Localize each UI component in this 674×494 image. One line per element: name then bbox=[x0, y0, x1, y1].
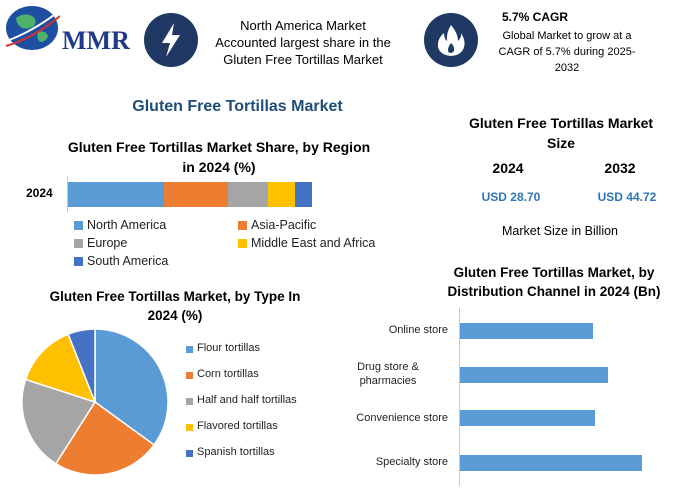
channel-label-drug-store: Drug store & pharmacies bbox=[357, 361, 419, 387]
market-size-year-2032: 2032 bbox=[604, 160, 636, 176]
region-axis-line bbox=[67, 176, 68, 212]
legend-europe: Europe bbox=[87, 236, 128, 250]
highlight-icon-circle bbox=[144, 13, 198, 67]
pie-legend-swatch-spanish bbox=[186, 450, 193, 457]
region-bar-segment-north-america bbox=[68, 182, 165, 207]
flame-icon bbox=[437, 25, 465, 56]
channel-bar-online-store bbox=[460, 323, 593, 339]
pie-legend-swatch-half-and-half bbox=[186, 398, 193, 405]
pie-legend-half-and-half: Half and half tortillas bbox=[197, 394, 297, 406]
market-size-note: Market Size in Billion bbox=[501, 224, 618, 238]
channel-bars bbox=[460, 308, 674, 486]
pie-legend-swatch-flavored bbox=[186, 424, 193, 431]
pie-slice-corn-tortillas bbox=[54, 400, 156, 476]
type-chart-title: Gluten Free Tortillas Market, by Type In… bbox=[49, 289, 301, 323]
cagr-icon-circle bbox=[424, 13, 478, 67]
region-chart-title: Gluten Free Tortillas Market Share, by R… bbox=[67, 139, 371, 175]
pie-legend-corn: Corn tortillas bbox=[197, 368, 259, 380]
cagr-title: 5.7% CAGR bbox=[501, 10, 569, 24]
region-bar-segment-europe bbox=[227, 182, 269, 207]
market-size-year-2024: 2024 bbox=[492, 160, 524, 176]
region-bar-segment-south-america bbox=[294, 182, 312, 207]
channel-bar-convenience-store bbox=[460, 410, 595, 426]
pie-slice-flour-tortillas bbox=[94, 328, 169, 446]
legend-swatch-asia-pacific bbox=[238, 221, 247, 230]
region-bar-segment-middle-east-and-africa bbox=[268, 182, 295, 207]
channel-label-convenience: Convenience store bbox=[356, 412, 448, 424]
pie-legend-spanish: Spanish tortillas bbox=[197, 446, 275, 458]
legend-asia-pacific: Asia-Pacific bbox=[251, 218, 317, 232]
region-stacked-bar bbox=[68, 182, 312, 207]
legend-swatch-south-america bbox=[74, 257, 83, 266]
legend-swatch-europe bbox=[74, 239, 83, 248]
pie-slice-spanish-tortillas bbox=[67, 328, 96, 403]
market-size-title: Gluten Free Tortillas Market Size bbox=[468, 115, 654, 151]
region-category-label: 2024 bbox=[26, 186, 53, 200]
legend-middle-east-africa: Middle East and Africa bbox=[251, 236, 376, 250]
channel-bar-drug-store-pharmacies bbox=[460, 367, 608, 383]
channel-chart-title: Gluten Free Tortillas Market, by Distrib… bbox=[447, 265, 661, 299]
pie-legend-flour: Flour tortillas bbox=[197, 342, 260, 354]
channel-label-online: Online store bbox=[388, 324, 448, 336]
brand-name: MMR bbox=[62, 26, 130, 55]
page-title: Gluten Free Tortillas Market bbox=[132, 98, 343, 115]
lightning-icon bbox=[162, 23, 180, 57]
pie-slice-flavored-tortillas bbox=[24, 333, 97, 404]
channel-axis-line bbox=[459, 308, 460, 486]
legend-south-america: South America bbox=[87, 254, 169, 268]
market-size-value-2032: USD 44.72 bbox=[597, 190, 657, 204]
legend-swatch-middle-east-africa bbox=[238, 239, 247, 248]
highlight-text: North America Market Accounted largest s… bbox=[215, 18, 391, 67]
pie-slice-half-and-half-tortillas bbox=[21, 378, 97, 465]
type-pie-chart bbox=[21, 328, 169, 476]
globe-icon bbox=[3, 6, 60, 50]
region-bar-segment-asia-pacific bbox=[164, 182, 228, 207]
pie-legend-swatch-corn bbox=[186, 372, 193, 379]
legend-north-america: North America bbox=[87, 218, 167, 232]
channel-bar-specialty-store bbox=[460, 455, 642, 471]
logo: MMR bbox=[2, 2, 132, 55]
cagr-text: Global Market to grow at a CAGR of 5.7% … bbox=[498, 30, 636, 74]
legend-swatch-north-america bbox=[74, 221, 83, 230]
pie-legend-swatch-flour bbox=[186, 346, 193, 353]
market-size-value-2024: USD 28.70 bbox=[481, 190, 541, 204]
channel-label-specialty: Specialty store bbox=[375, 456, 448, 468]
pie-legend-flavored: Flavored tortillas bbox=[197, 420, 278, 432]
